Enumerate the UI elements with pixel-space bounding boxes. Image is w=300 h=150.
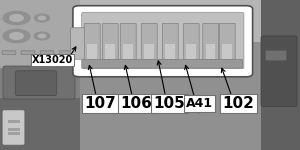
Bar xyxy=(0,0,80,68)
Text: 102: 102 xyxy=(223,96,254,111)
FancyBboxPatch shape xyxy=(266,50,286,61)
FancyBboxPatch shape xyxy=(183,23,199,64)
Bar xyxy=(186,44,196,59)
Bar xyxy=(165,44,175,59)
Bar xyxy=(0,0,80,150)
Bar xyxy=(123,44,133,59)
FancyBboxPatch shape xyxy=(70,28,86,59)
Circle shape xyxy=(34,32,50,40)
FancyBboxPatch shape xyxy=(102,23,118,64)
FancyBboxPatch shape xyxy=(261,36,297,106)
FancyBboxPatch shape xyxy=(84,23,100,64)
Circle shape xyxy=(3,29,30,43)
FancyBboxPatch shape xyxy=(162,23,178,64)
Text: 107: 107 xyxy=(85,96,116,111)
Text: 106: 106 xyxy=(121,96,152,111)
Circle shape xyxy=(34,14,50,22)
FancyBboxPatch shape xyxy=(83,59,243,68)
Bar xyxy=(8,128,20,130)
FancyBboxPatch shape xyxy=(21,51,35,54)
Bar xyxy=(8,132,20,135)
Circle shape xyxy=(3,11,30,25)
Bar xyxy=(222,44,232,59)
Bar xyxy=(206,44,215,59)
Circle shape xyxy=(10,15,23,21)
FancyBboxPatch shape xyxy=(120,23,136,64)
Bar xyxy=(0,0,300,42)
Bar xyxy=(87,44,97,59)
Bar xyxy=(261,0,300,150)
FancyBboxPatch shape xyxy=(40,51,54,54)
FancyBboxPatch shape xyxy=(2,51,16,54)
FancyBboxPatch shape xyxy=(59,51,73,54)
FancyBboxPatch shape xyxy=(16,71,56,96)
Circle shape xyxy=(38,16,46,20)
Text: X13020: X13020 xyxy=(32,55,73,65)
Bar xyxy=(144,44,154,59)
FancyBboxPatch shape xyxy=(73,6,253,77)
FancyBboxPatch shape xyxy=(203,23,219,64)
Bar xyxy=(8,120,20,123)
Bar xyxy=(0,98,80,150)
FancyBboxPatch shape xyxy=(82,12,244,69)
FancyBboxPatch shape xyxy=(3,66,75,99)
FancyBboxPatch shape xyxy=(141,23,157,64)
Circle shape xyxy=(38,34,46,38)
Bar xyxy=(105,44,115,59)
FancyBboxPatch shape xyxy=(219,23,235,64)
FancyBboxPatch shape xyxy=(2,110,25,145)
Text: 105: 105 xyxy=(154,96,185,111)
Circle shape xyxy=(10,33,23,39)
Text: A41: A41 xyxy=(186,97,213,110)
